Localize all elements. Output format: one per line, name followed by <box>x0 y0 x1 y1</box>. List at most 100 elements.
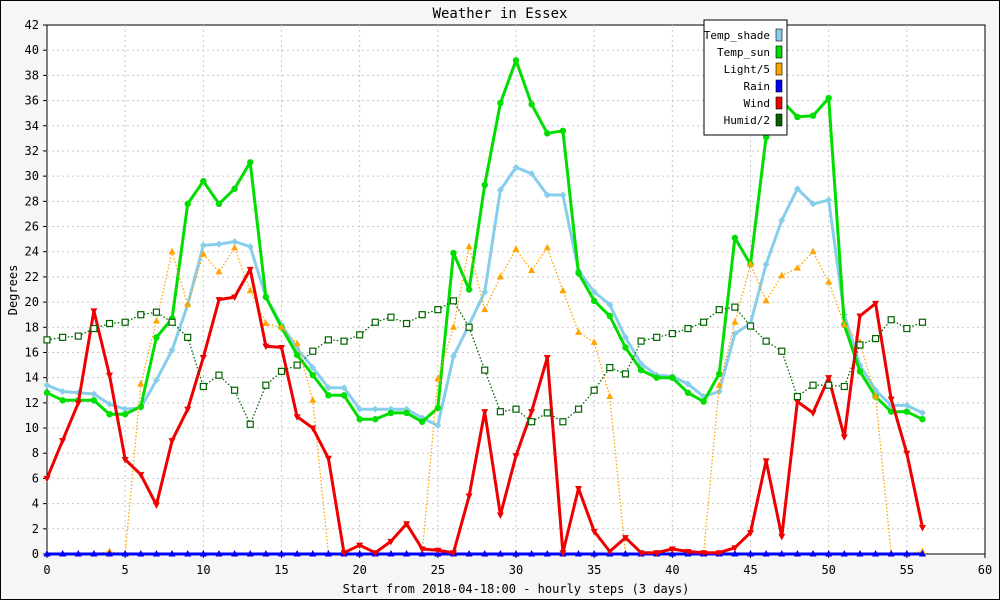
data-point <box>919 416 926 423</box>
x-tick-label: 25 <box>431 563 445 577</box>
data-point <box>794 113 801 121</box>
y-tick-label: 30 <box>25 169 39 183</box>
data-point <box>262 381 270 389</box>
data-point <box>152 502 160 509</box>
data-point <box>793 185 801 193</box>
data-point <box>872 392 880 400</box>
y-tick-label: 24 <box>25 245 39 259</box>
data-point <box>903 324 911 333</box>
data-point <box>231 550 239 557</box>
data-point <box>903 408 911 415</box>
data-point <box>856 313 864 320</box>
data-point <box>309 550 317 557</box>
data-point <box>371 550 379 557</box>
data-point <box>465 286 473 293</box>
data-point <box>621 333 629 341</box>
y-tick-label: 18 <box>25 320 39 334</box>
data-point <box>153 334 160 341</box>
data-point <box>668 546 676 553</box>
data-point <box>793 264 801 271</box>
data-point <box>215 240 223 248</box>
data-point <box>340 392 348 399</box>
x-tick-label: 55 <box>900 563 914 577</box>
data-point <box>418 550 426 557</box>
data-point <box>293 414 301 421</box>
data-point <box>590 386 598 394</box>
data-point <box>496 408 504 416</box>
data-point <box>481 366 489 374</box>
series-humid-2 <box>43 297 927 428</box>
data-point <box>121 550 129 557</box>
data-point <box>324 550 332 557</box>
data-point <box>747 260 754 267</box>
data-point <box>559 127 567 134</box>
data-point <box>199 550 207 557</box>
data-point <box>887 396 895 404</box>
data-point <box>543 550 551 557</box>
data-point <box>762 337 770 345</box>
data-point <box>59 333 67 341</box>
data-point <box>231 185 238 192</box>
data-point <box>747 530 754 537</box>
data-point <box>918 318 927 326</box>
data-point <box>621 370 630 378</box>
data-point <box>715 550 723 557</box>
data-point <box>731 545 739 552</box>
data-point <box>105 319 114 328</box>
data-point <box>840 550 848 557</box>
data-point <box>434 374 442 382</box>
data-point <box>559 286 567 294</box>
data-point <box>371 405 379 413</box>
data-point <box>840 434 848 441</box>
data-point <box>449 352 457 360</box>
data-point <box>246 243 254 251</box>
data-point <box>825 375 833 382</box>
data-point <box>152 550 160 557</box>
data-point <box>387 409 395 417</box>
data-point <box>809 112 817 119</box>
data-point <box>496 186 504 194</box>
data-point <box>575 486 583 493</box>
y-tick-label: 12 <box>25 396 39 410</box>
data-point <box>840 320 848 328</box>
x-tick-label: 5 <box>122 563 129 577</box>
data-point <box>137 472 145 479</box>
data-point <box>309 425 317 433</box>
legend-label: Humid/2 <box>724 114 770 127</box>
y-tick-label: 6 <box>32 471 39 485</box>
y-tick-label: 40 <box>25 43 39 57</box>
y-tick-label: 22 <box>25 270 39 284</box>
data-point <box>215 371 223 379</box>
data-point <box>715 306 723 314</box>
data-point <box>762 458 770 465</box>
legend-swatch <box>775 62 783 76</box>
data-point <box>262 319 270 327</box>
data-point <box>575 328 583 335</box>
x-tick-label: 50 <box>821 563 835 577</box>
plot-area <box>46 24 986 555</box>
data-point <box>418 311 426 319</box>
data-point <box>606 301 614 309</box>
data-point <box>543 409 551 417</box>
data-point <box>106 372 114 380</box>
data-point <box>903 550 911 557</box>
data-point <box>637 337 645 345</box>
data-point <box>512 163 520 171</box>
data-point <box>840 382 848 391</box>
data-point <box>512 550 520 557</box>
data-point <box>856 368 864 375</box>
data-point <box>168 346 176 354</box>
y-tick-label: 36 <box>25 94 39 108</box>
data-point <box>356 416 363 423</box>
data-point <box>121 410 129 418</box>
y-tick-label: 20 <box>25 295 39 309</box>
legend-box <box>703 19 788 136</box>
data-point <box>262 550 270 557</box>
data-point <box>871 335 880 343</box>
data-point <box>340 550 348 557</box>
data-point <box>731 550 739 557</box>
data-point <box>121 405 129 413</box>
data-point <box>637 550 645 557</box>
legend-label: Wind <box>744 97 771 110</box>
